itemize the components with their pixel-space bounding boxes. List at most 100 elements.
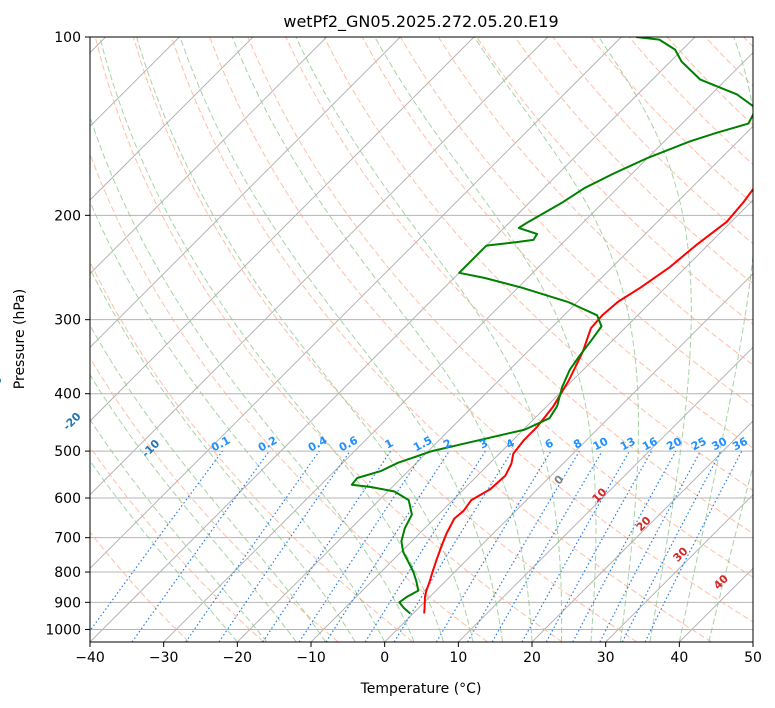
dry-adiabat-label: -30	[0, 373, 5, 396]
mixing-ratio-line	[185, 450, 320, 642]
moist-adiabat-line	[678, 37, 753, 642]
isotherm-line	[90, 37, 622, 570]
chart-title: wetPf2_GN05.2025.272.05.20.E19	[283, 12, 558, 32]
isotherm-line	[90, 37, 475, 422]
isotherm-line	[457, 346, 753, 642]
x-tick-label: 30	[597, 650, 615, 666]
moist-adiabat-label: 40	[711, 572, 731, 592]
y-tick-label: 300	[54, 313, 81, 329]
y-axis: 100 200 300 400 500 600 700 800 900 1000	[45, 30, 90, 638]
dry-adiabat-line	[399, 37, 753, 407]
x-tick-label: 0	[380, 650, 389, 666]
moist-adiabat-label: 10	[590, 485, 610, 505]
mixing-ratio-label: 36	[730, 435, 750, 454]
mixing-ratio-line	[262, 450, 392, 642]
moist-adiabat-line	[90, 460, 238, 642]
x-axis-label: Temperature (°C)	[360, 681, 482, 697]
y-tick-label: 400	[54, 387, 81, 403]
moist-adiabat-line	[90, 200, 386, 642]
moist-adiabat-line	[708, 464, 753, 642]
y-tick-label: 800	[54, 565, 81, 581]
y-tick-label: 600	[54, 491, 81, 507]
isotherm-line	[678, 567, 753, 642]
moist-adiabat-line	[374, 37, 597, 642]
isotherm-line	[163, 51, 753, 642]
mixing-ratio-line	[521, 450, 631, 642]
isotherm-line	[605, 493, 753, 642]
mixing-ratio-label: 13	[618, 435, 638, 454]
moist-adiabat-label: 30	[671, 544, 691, 564]
moist-adiabat-line	[99, 37, 445, 642]
y-tick-label: 500	[54, 444, 81, 460]
y-tick-label: 200	[54, 208, 81, 224]
moist-adiabat-line	[136, 37, 474, 642]
dry-adiabat-line	[247, 37, 753, 578]
mixing-ratio-line	[644, 450, 743, 642]
mixing-ratio-line	[572, 450, 677, 642]
x-tick-label: 40	[670, 650, 688, 666]
x-tick-label: 50	[744, 650, 762, 666]
dry-adiabat-line	[285, 37, 753, 535]
plot-frame	[89, 36, 754, 643]
mixing-ratio-line	[90, 450, 223, 632]
x-tick-label: 10	[449, 650, 467, 666]
mixing-ratio-label: 16	[640, 435, 660, 454]
moist-adiabat-line	[90, 373, 297, 642]
moist-adiabat-line	[90, 324, 327, 642]
temperature-profile-line	[423, 187, 753, 614]
dry-adiabat-line	[90, 152, 488, 642]
moist-adiabat-line	[90, 418, 268, 642]
dry-adiabat-line	[132, 37, 638, 642]
isotherm-line	[384, 272, 753, 642]
isotherm-line	[90, 37, 549, 496]
moist-adiabat-line	[90, 267, 356, 642]
isotherm-line	[90, 37, 328, 275]
dry-adiabat-label: -10	[139, 437, 162, 460]
y-tick-label: 700	[54, 531, 81, 547]
dry-adiabat-line	[209, 37, 753, 623]
mixing-ratio-label: 10	[591, 434, 611, 453]
dry-adiabat-label: -20	[60, 410, 83, 433]
mixing-ratio-line	[393, 450, 513, 642]
dry-adiabat-line	[90, 531, 190, 642]
y-axis-label: Pressure (hPa)	[12, 289, 28, 389]
moist-adiabat-line	[231, 37, 533, 642]
mixing-ratio-label: 6	[543, 436, 556, 451]
x-tick-label: −30	[149, 650, 179, 666]
x-tick-label: −10	[296, 650, 326, 666]
isotherm-line	[531, 420, 753, 642]
isotherm-line	[752, 641, 753, 642]
dry-adiabat-line	[171, 37, 712, 642]
mixing-ratio-label: 20	[664, 434, 684, 453]
mixing-ratio-line	[435, 450, 552, 642]
line-labels: 0.10.20.40.611.52346810131620253036-100-…	[0, 373, 750, 592]
x-tick-label: −40	[75, 650, 105, 666]
x-axis: −40 −30 −20 −10 0 10 20 30 40 50	[75, 642, 762, 666]
mixing-ratio-line	[218, 450, 351, 642]
dry-adiabat-line	[514, 37, 753, 285]
y-tick-label: 900	[54, 595, 81, 611]
dry-adiabat-line	[361, 37, 753, 449]
dewpoint-profile-line	[350, 37, 753, 615]
dry-adiabat-line	[90, 446, 264, 642]
moist-adiabat-line	[473, 37, 639, 642]
mixing-ratio-label: 30	[710, 435, 730, 454]
y-tick-label: 1000	[45, 622, 81, 638]
moist-adiabat-line	[179, 37, 503, 642]
y-tick-label: 100	[54, 30, 81, 46]
isotherm-line	[90, 37, 401, 349]
background-lines	[90, 37, 753, 642]
x-tick-label: 20	[523, 650, 541, 666]
isotherm-line	[236, 125, 753, 642]
mixing-ratio-line	[325, 450, 450, 642]
mixing-ratio-line	[545, 450, 653, 642]
mixing-ratio-line	[131, 450, 270, 642]
moist-adiabat-line	[90, 115, 415, 642]
isotherm-line	[310, 199, 753, 642]
dry-adiabat-line	[704, 37, 753, 87]
isotherm-line	[90, 37, 696, 642]
mixing-ratio-label: 4	[504, 436, 517, 451]
x-tick-label: −20	[223, 650, 253, 666]
dry-adiabat-line	[90, 260, 414, 642]
isotherm-line	[90, 37, 254, 201]
